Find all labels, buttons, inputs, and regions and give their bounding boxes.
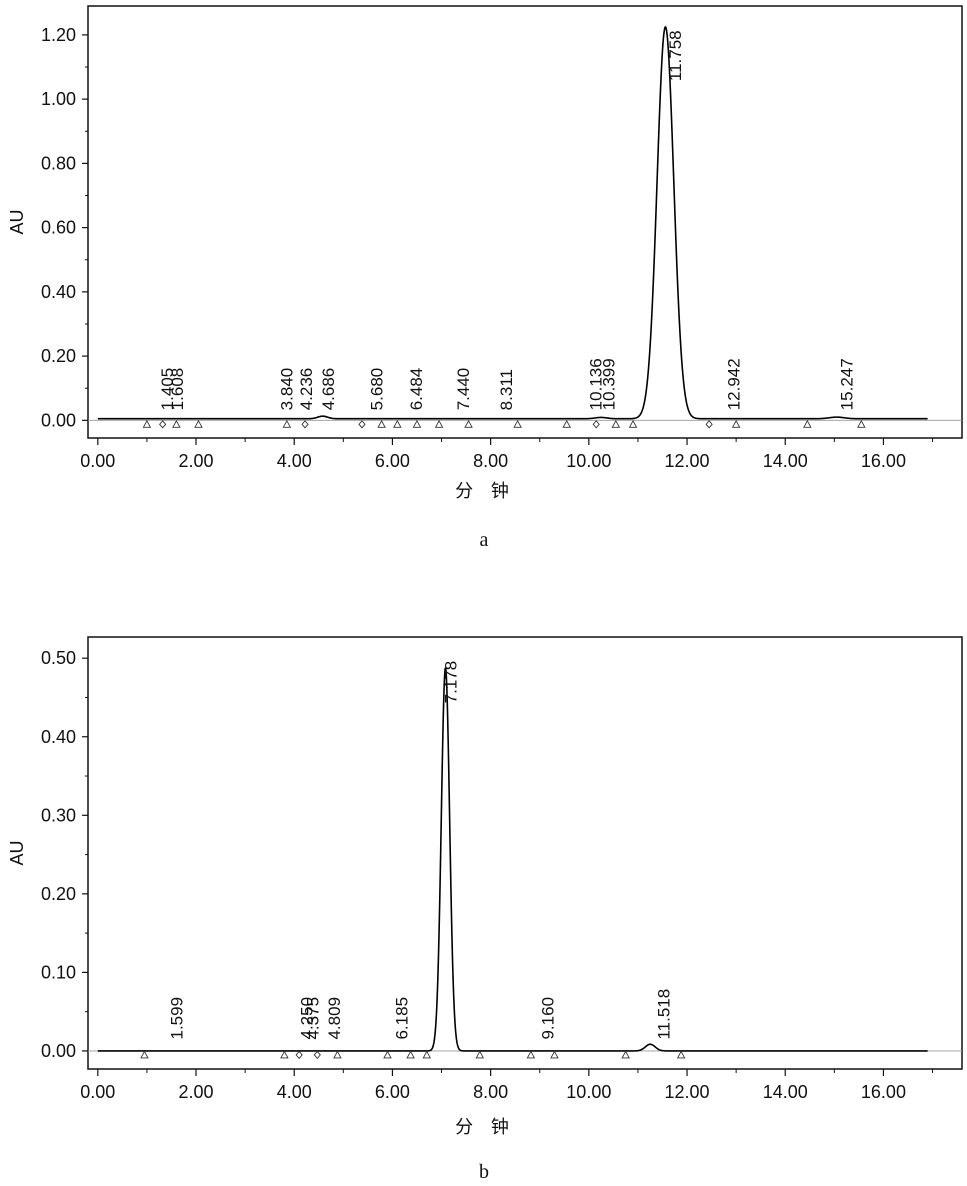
peak-start-marker: [413, 421, 420, 428]
x-tick-label: 16.00: [861, 451, 906, 471]
peak-start-marker: [143, 421, 150, 428]
x-tick-label: 2.00: [178, 1082, 213, 1102]
peak-split-marker: [160, 421, 166, 428]
peak-start-marker: [378, 421, 385, 428]
peak-label: 8.311: [497, 369, 516, 410]
x-axis-label: 分 钟: [455, 481, 515, 502]
plot-frame: [88, 637, 962, 1069]
peak-start-marker: [465, 421, 472, 428]
y-tick-label: 0.50: [41, 648, 76, 668]
y-tick-label: 0.20: [41, 346, 76, 366]
peak-label: 7.178: [441, 661, 460, 704]
peak-start-marker: [394, 421, 401, 428]
x-tick-label: 14.00: [763, 451, 808, 471]
peak-start-marker: [622, 1051, 629, 1058]
peak-label: 4.236: [297, 368, 316, 411]
x-tick-label: 8.00: [473, 451, 508, 471]
chart-panel-a: 0.00 0.20 0.40 0.60 0.80 1.00 1.20 0.00 2.00 4.00…: [7, 6, 962, 551]
peak-label: 15.247: [837, 358, 856, 410]
peak-split-marker: [314, 1051, 320, 1058]
x-tick-label: 10.00: [566, 451, 611, 471]
x-tick-label: 8.00: [473, 1082, 508, 1102]
peak-start-marker: [436, 421, 443, 428]
peak-label: 4.686: [319, 368, 338, 411]
x-tick-label: 10.00: [566, 1082, 611, 1102]
peak-label: 9.160: [539, 997, 558, 1040]
x-tick-label: 6.00: [375, 1082, 410, 1102]
y-tick-label: 0.60: [41, 218, 76, 238]
peak-start-marker: [281, 1051, 288, 1058]
chromatogram-trace: [98, 668, 928, 1051]
peak-start-marker: [514, 421, 521, 428]
peak-label: 6.185: [393, 997, 412, 1040]
peak-start-marker: [141, 1051, 148, 1058]
peak-label: 10.399: [599, 358, 618, 410]
y-tick-label: 0.40: [41, 727, 76, 747]
y-tick-label: 0.10: [41, 962, 76, 982]
peak-label: 4.809: [325, 997, 344, 1040]
y-tick-label: 0.30: [41, 805, 76, 825]
peak-start-marker: [195, 421, 202, 428]
y-tick-label: 0.20: [41, 884, 76, 904]
peak-start-marker: [283, 421, 290, 428]
peak-label: 6.484: [407, 368, 426, 411]
peak-start-marker: [612, 421, 619, 428]
x-tick-label: 4.00: [277, 1082, 312, 1102]
x-tick-label: 12.00: [665, 451, 710, 471]
panel-label: b: [479, 1161, 489, 1183]
peak-label: 7.440: [454, 368, 473, 411]
chart-panel-b: 0.00 0.10 0.20 0.30 0.40 0.50 0.00 2.00 4.00 6.00…: [7, 637, 962, 1183]
peak-label: 1.599: [167, 997, 186, 1040]
peak-label: 11.758: [666, 30, 685, 81]
x-tick-label: 0.00: [80, 451, 115, 471]
x-tick-label: 6.00: [375, 451, 410, 471]
chromatogram-trace: [98, 27, 928, 419]
x-tick-label: 0.00: [80, 1082, 115, 1102]
peak-label: 12.942: [724, 358, 743, 410]
x-tick-label: 16.00: [861, 1082, 906, 1102]
peak-split-marker: [359, 421, 365, 428]
x-tick-label: 12.00: [665, 1082, 710, 1102]
peak-start-marker: [563, 421, 570, 428]
peak-start-marker: [527, 1051, 534, 1058]
y-tick-label: 0.80: [41, 153, 76, 173]
peak-split-marker: [706, 421, 712, 428]
peak-split-marker: [302, 421, 308, 428]
panel-label: a: [480, 529, 489, 551]
peak-start-marker: [173, 421, 180, 428]
peak-start-marker: [334, 1051, 341, 1058]
peak-label: 11.518: [654, 989, 673, 1040]
x-axis-label: 分 钟: [455, 1117, 515, 1138]
peak-start-marker: [678, 1051, 685, 1058]
peak-label: 3.840: [277, 368, 296, 411]
peak-label: 4.375: [304, 997, 323, 1040]
y-tick-label: 1.00: [41, 89, 76, 109]
peak-label: 1.608: [168, 368, 187, 411]
x-tick-label: 4.00: [277, 451, 312, 471]
x-tick-label: 14.00: [763, 1082, 808, 1102]
peak-split-marker: [296, 1051, 302, 1058]
peak-start-marker: [476, 1051, 483, 1058]
peak-start-marker: [630, 421, 637, 428]
peak-start-marker: [423, 1051, 430, 1058]
peak-start-marker: [733, 421, 740, 428]
y-tick-label: 0.40: [41, 282, 76, 302]
peak-start-marker: [551, 1051, 558, 1058]
y-tick-label: 1.20: [41, 25, 76, 45]
peak-start-marker: [858, 421, 865, 428]
peak-start-marker: [407, 1051, 414, 1058]
y-tick-label: 0.00: [41, 1041, 76, 1061]
x-tick-label: 2.00: [178, 451, 213, 471]
y-axis-label: AU: [7, 209, 27, 234]
plot-frame: [88, 6, 962, 438]
peak-split-marker: [593, 421, 599, 428]
peak-start-marker: [384, 1051, 391, 1058]
y-tick-label: 0.00: [41, 410, 76, 430]
peak-label: 5.680: [368, 368, 387, 411]
peak-start-marker: [804, 421, 811, 428]
y-axis-label: AU: [7, 840, 27, 865]
